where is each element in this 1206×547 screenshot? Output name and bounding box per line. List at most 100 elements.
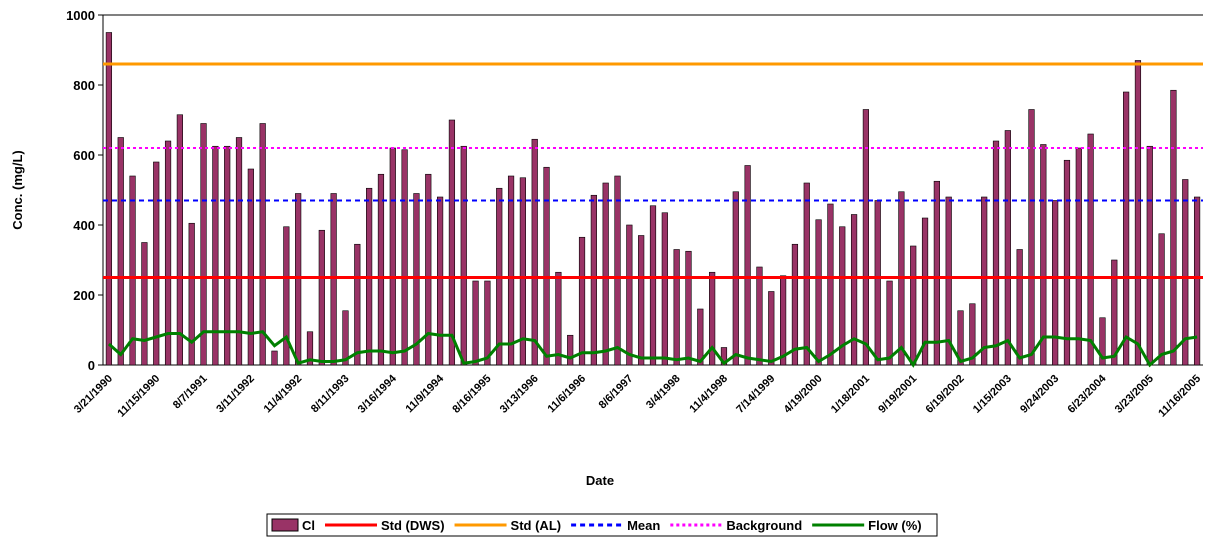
bar — [1111, 259, 1118, 366]
bar — [697, 308, 704, 366]
bar — [803, 182, 810, 366]
bar — [768, 291, 775, 366]
x-tick-label: 3/23/2005 — [1113, 373, 1156, 416]
bar — [330, 193, 337, 366]
bar — [886, 280, 893, 366]
y-tick-label: 400 — [73, 218, 95, 233]
x-tick-label: 1/15/2003 — [971, 373, 1014, 416]
bar — [164, 140, 172, 366]
x-tick-label: 7/14/1999 — [734, 373, 777, 416]
bar — [649, 205, 657, 366]
x-tick-label: 8/6/1997 — [597, 373, 636, 412]
bar — [1052, 200, 1059, 366]
bar — [1134, 60, 1142, 366]
x-tick-label: 3/13/1996 — [498, 373, 541, 416]
legend-label: Mean — [627, 518, 660, 533]
bar — [1170, 89, 1177, 366]
bar — [295, 193, 302, 366]
bar — [283, 226, 290, 366]
bar — [1016, 249, 1023, 366]
bar — [141, 242, 148, 366]
x-tick-label: 3/21/1990 — [72, 373, 115, 416]
bar — [129, 175, 136, 366]
x-tick-label: 8/16/1995 — [450, 373, 493, 416]
bar — [827, 203, 834, 366]
bar — [235, 137, 243, 366]
bar — [401, 149, 408, 366]
bar — [460, 145, 467, 366]
x-tick-label: 11/16/2005 — [1156, 373, 1203, 420]
legend-label: Std (DWS) — [381, 518, 445, 533]
y-axis-label: Conc. (mg/L) — [10, 150, 25, 229]
bar — [531, 138, 538, 366]
bar — [590, 194, 597, 366]
bar — [425, 173, 432, 366]
bar — [117, 137, 124, 366]
bar — [567, 334, 574, 366]
x-tick-label: 11/9/1994 — [404, 372, 447, 415]
bar — [555, 271, 562, 366]
bar — [709, 271, 716, 366]
bar — [685, 250, 692, 366]
x-tick-label: 11/15/1990 — [115, 373, 162, 420]
x-tick-label: 1/18/2001 — [829, 373, 872, 416]
y-tick-label: 1000 — [66, 8, 95, 23]
legend-label: Cl — [302, 518, 315, 533]
bar — [484, 280, 491, 366]
bar — [519, 177, 526, 366]
bar — [839, 226, 846, 366]
x-tick-label: 8/7/1991 — [171, 373, 210, 412]
x-tick-label: 3/11/1992 — [214, 373, 257, 416]
bar — [661, 212, 668, 366]
bar — [271, 350, 278, 366]
bar — [1040, 144, 1047, 366]
y-tick-label: 0 — [88, 358, 95, 373]
bar — [153, 161, 160, 366]
bar — [1028, 109, 1035, 366]
bar — [1004, 130, 1011, 366]
bar — [910, 245, 917, 366]
bar — [342, 310, 349, 366]
y-tick-label: 200 — [73, 288, 95, 303]
x-axis-label: Date — [586, 473, 614, 488]
bar — [318, 229, 325, 366]
bar — [507, 175, 515, 366]
bar — [780, 275, 787, 366]
bar — [874, 200, 881, 366]
bar — [436, 196, 444, 366]
bar — [1099, 317, 1106, 366]
bar — [1123, 91, 1130, 366]
x-tick-label: 9/19/2001 — [876, 373, 919, 416]
bar — [933, 180, 940, 366]
bar — [1193, 196, 1201, 366]
bar — [413, 193, 420, 366]
bar — [306, 331, 314, 366]
legend: Cl Std (DWS) Std (AL) Mean Background Flow (%… — [266, 513, 938, 537]
bar — [543, 166, 550, 366]
bar — [921, 217, 929, 366]
legend-label: Flow (%) — [868, 518, 921, 533]
bar — [626, 224, 633, 366]
x-tick-label: 4/19/2000 — [782, 373, 825, 416]
bar — [247, 168, 254, 366]
x-tick-label: 8/11/1993 — [309, 373, 352, 416]
bar — [259, 123, 266, 366]
x-tick-label: 3/16/1994 — [356, 372, 400, 416]
bar — [176, 114, 183, 366]
bar — [578, 236, 586, 366]
x-tick-label: 11/6/1996 — [545, 373, 588, 416]
x-tick-label: 11/4/1998 — [687, 373, 730, 416]
flow-line — [107, 330, 1198, 368]
x-tick-label: 9/24/2003 — [1018, 373, 1061, 416]
bar — [756, 266, 763, 366]
bar — [389, 147, 396, 366]
bar — [957, 310, 964, 366]
bar — [212, 145, 219, 366]
bar — [105, 32, 113, 366]
bar — [815, 219, 822, 366]
bar — [1158, 233, 1165, 366]
legend-label: Std (AL) — [511, 518, 562, 533]
bar — [1146, 145, 1153, 366]
